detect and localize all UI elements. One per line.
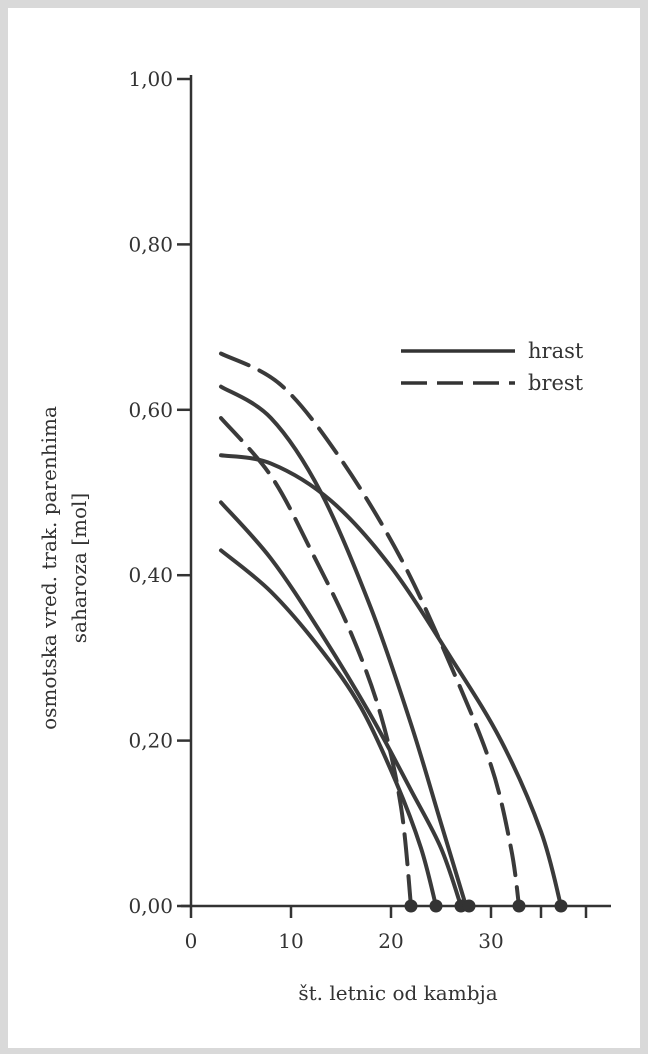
endpoint-marker: [512, 899, 526, 913]
series-line-hrast: [219, 500, 463, 908]
series-line-brest: [219, 351, 521, 908]
legend-label-brest: brest: [528, 371, 584, 395]
y-tick-label: 0,20: [128, 729, 173, 753]
y-tick-label: 1,00: [128, 67, 173, 91]
x-tick-label: 10: [278, 929, 303, 953]
y-tick-label: 0,80: [128, 232, 173, 256]
series-line-hrast: [219, 453, 563, 908]
axes: [181, 75, 611, 908]
x-ticks: 0 10 20 30: [185, 906, 588, 953]
series-line-hrast: [219, 548, 438, 908]
series-line-hrast: [219, 384, 468, 908]
endpoint-marker: [462, 899, 476, 913]
chart-frame: 0,00 0,20 0,40 0,60 0,80 1,00 0 10 20 30 hrast b…: [8, 8, 640, 1048]
x-axis-title: št. letnic od kambja: [298, 981, 497, 1005]
endpoint-marker: [429, 899, 443, 913]
x-tick-label: 20: [378, 929, 403, 953]
legend: hrast brest: [401, 339, 584, 395]
legend-label-hrast: hrast: [528, 339, 584, 363]
y-ticks: 0,00 0,20 0,40 0,60 0,80 1,00: [128, 67, 191, 918]
endpoint-marker: [404, 899, 418, 913]
endpoints: [404, 899, 568, 913]
y-tick-label: 0,40: [128, 563, 173, 587]
y-axis-title-line2: saharoza [mol]: [67, 493, 91, 643]
endpoint-marker: [554, 899, 568, 913]
y-tick-label: 0,00: [128, 894, 173, 918]
y-axis-title-line1: osmotska vred. trak. parenhima: [37, 406, 61, 730]
y-tick-label: 0,60: [128, 398, 173, 422]
x-tick-label: 30: [478, 929, 503, 953]
chart: 0,00 0,20 0,40 0,60 0,80 1,00 0 10 20 30 hrast b…: [37, 67, 611, 1005]
series-line-brest: [219, 416, 413, 908]
x-tick-label: 0: [185, 929, 198, 953]
curves: [219, 351, 563, 908]
